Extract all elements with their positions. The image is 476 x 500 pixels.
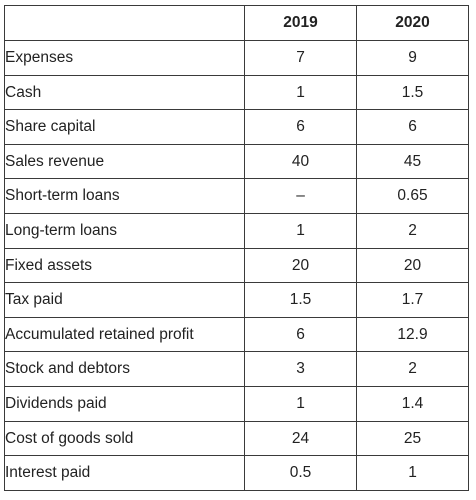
row-label: Dividends paid [4, 385, 245, 422]
value-2019: 6 [244, 316, 357, 353]
value-2020: 45 [356, 143, 469, 180]
table-row: Stock and debtors 3 2 [4, 351, 469, 387]
row-label: Accumulated retained profit [4, 316, 245, 353]
row-label: Fixed assets [4, 247, 245, 284]
value-2019: 1 [244, 385, 357, 422]
value-2019: – [244, 178, 357, 214]
value-2019: 0.5 [244, 455, 357, 491]
value-2020: 12.9 [356, 316, 469, 353]
row-label: Expenses [4, 40, 245, 76]
value-2020: 1 [356, 455, 469, 491]
value-2019: 3 [244, 351, 357, 387]
table-row: Interest paid 0.5 1 [4, 455, 469, 491]
value-2020: 1.4 [356, 385, 469, 422]
table-row: Expenses 7 9 [4, 40, 469, 76]
header-label-cell [4, 5, 245, 41]
value-2019: 7 [244, 40, 357, 76]
value-2019: 40 [244, 143, 357, 180]
table-row: Fixed assets 20 20 [4, 247, 469, 284]
header-year-2019: 2019 [244, 5, 357, 41]
value-2019: 1 [244, 74, 357, 111]
table-row: Tax paid 1.5 1.7 [4, 282, 469, 318]
row-label: Long-term loans [4, 212, 245, 249]
table-row: Dividends paid 1 1.4 [4, 385, 469, 422]
value-2020: 2 [356, 351, 469, 387]
row-label: Tax paid [4, 282, 245, 318]
row-label: Share capital [4, 109, 245, 145]
table-row: Accumulated retained profit 6 12.9 [4, 316, 469, 353]
value-2020: 2 [356, 212, 469, 249]
value-2020: 20 [356, 247, 469, 284]
value-2020: 9 [356, 40, 469, 76]
row-label: Cost of goods sold [4, 420, 245, 457]
header-row: 2019 2020 [4, 5, 469, 41]
table-row: Cost of goods sold 24 25 [4, 420, 469, 457]
table-row: Share capital 6 6 [4, 109, 469, 145]
row-label: Stock and debtors [4, 351, 245, 387]
header-year-2020: 2020 [356, 5, 469, 41]
value-2020: 0.65 [356, 178, 469, 214]
row-label: Sales revenue [4, 143, 245, 180]
value-2020: 1.5 [356, 74, 469, 111]
row-label: Interest paid [4, 455, 245, 491]
value-2020: 6 [356, 109, 469, 145]
table-row: Short-term loans –0.65 [4, 178, 469, 214]
value-2019: 1.5 [244, 282, 357, 318]
row-label: Cash [4, 74, 245, 111]
value-2020: 1.7 [356, 282, 469, 318]
table-row: Cash 1 1.5 [4, 74, 469, 111]
value-2019: 24 [244, 420, 357, 457]
value-2019: 1 [244, 212, 357, 249]
value-2019: 6 [244, 109, 357, 145]
row-label: Short-term loans [4, 178, 245, 214]
table-row: Sales revenue 40 45 [4, 143, 469, 180]
value-2019: 20 [244, 247, 357, 284]
financial-data-table: 2019 2020 Expenses 7 9 Cash 1 1.5 Share capita… [4, 5, 469, 491]
table-row: Long-term loans 1 2 [4, 212, 469, 249]
value-2020: 25 [356, 420, 469, 457]
